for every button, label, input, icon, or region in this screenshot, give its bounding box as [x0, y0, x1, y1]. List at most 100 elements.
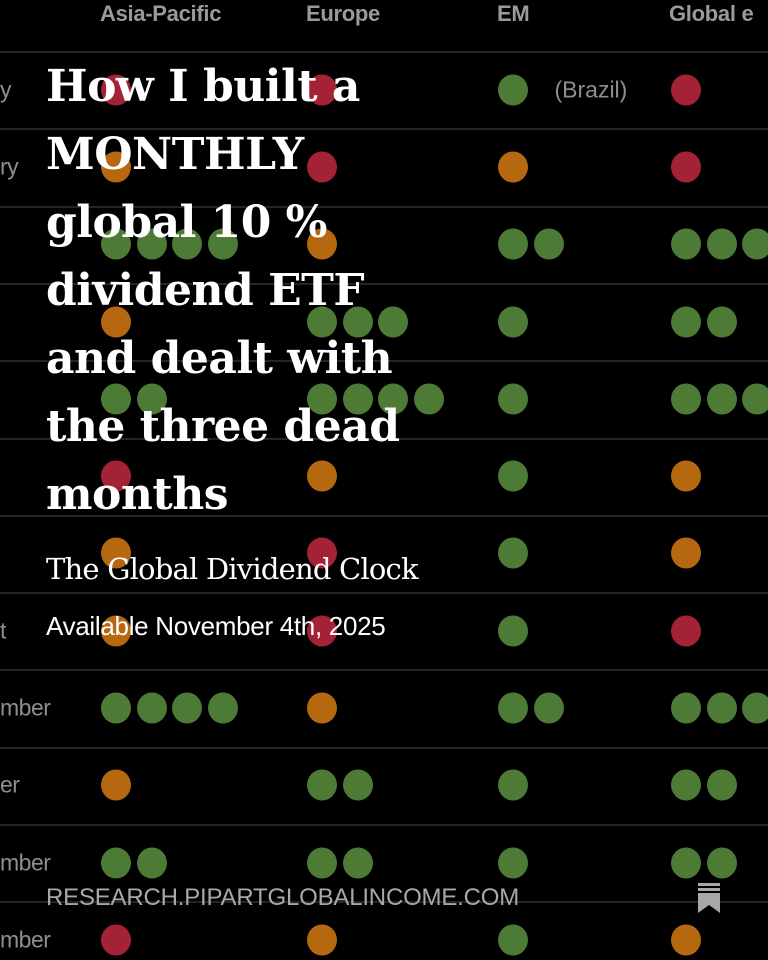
dividend-dot-green: [706, 692, 737, 724]
dividend-dot-orange: [498, 151, 528, 183]
row-divider: [0, 128, 768, 131]
dividend-dot-green: [101, 847, 131, 879]
month-label: mber: [0, 849, 51, 876]
dividend-dot-green: [671, 692, 701, 724]
dividend-dot-orange: [307, 460, 337, 492]
dividend-dot-green: [342, 306, 373, 338]
dividend-dot-green: [671, 847, 701, 879]
month-label: t: [0, 617, 6, 644]
month-label: ry: [0, 153, 19, 180]
dividend-dot-green: [136, 847, 167, 879]
dividend-dot-orange: [671, 537, 701, 569]
dividend-dot-red: [671, 615, 701, 647]
dividend-dot-green: [172, 228, 202, 260]
dividend-dot-orange: [307, 228, 337, 260]
month-label: mber: [0, 926, 51, 953]
dividend-dot-red: [671, 74, 701, 106]
footer-url: RESEARCH.PIPARTGLOBALINCOME.COM: [46, 884, 520, 911]
dividend-dot-red: [307, 537, 337, 569]
dividend-dot-green: [307, 306, 337, 338]
dividend-dot-green: [533, 228, 564, 260]
dividend-dot-green: [498, 847, 528, 879]
month-label: y: [0, 76, 12, 103]
dividend-dot-orange: [307, 924, 337, 956]
dividend-dot-green: [706, 847, 737, 879]
row-divider: [0, 282, 768, 285]
dividend-dot-orange: [101, 151, 131, 183]
dividend-dot-green: [498, 228, 528, 260]
dividend-dot-green: [207, 692, 238, 724]
dividend-dot-green: [498, 692, 528, 724]
dividend-dot-red: [101, 924, 131, 956]
dividend-dot-orange: [101, 769, 131, 801]
dividend-dot-orange: [307, 692, 337, 724]
title-line: the three dead: [46, 401, 400, 452]
dividend-dot-green: [498, 460, 528, 492]
dividend-dot-red: [307, 74, 337, 106]
row-divider: [0, 901, 768, 904]
dividend-dot-green: [671, 306, 701, 338]
dividend-dot-orange: [671, 460, 701, 492]
dividend-dot-green: [498, 615, 528, 647]
dividend-dot-green: [307, 383, 337, 415]
row-divider: [0, 514, 768, 517]
dividend-dot-green: [378, 383, 408, 415]
row-divider: [0, 205, 768, 208]
dividend-dot-green: [706, 383, 737, 415]
title-line: dividend ETF: [46, 265, 365, 316]
dividend-dot-green: [498, 383, 528, 415]
cover-title: How I built a MONTHLY global 10 % divide…: [46, 53, 400, 529]
dividend-dot-orange: [101, 537, 131, 569]
dividend-dot-orange: [101, 306, 131, 338]
column-header-global: Global e: [669, 1, 754, 26]
dividend-dot-red: [101, 460, 131, 492]
dividend-dot-green: [307, 769, 337, 801]
cell-note: (Brazil): [554, 76, 628, 103]
dividend-dot-green: [671, 383, 701, 415]
dividend-dot-green: [742, 383, 768, 415]
dividend-dot-green: [742, 228, 768, 260]
dividend-dot-green: [533, 692, 564, 724]
dividend-dot-green: [706, 769, 737, 801]
dividend-dot-green: [342, 383, 373, 415]
dividend-dot-green: [498, 74, 528, 106]
dividend-dot-green: [378, 306, 408, 338]
dividend-dot-green: [101, 692, 131, 724]
title-line: global 10 %: [46, 197, 328, 248]
dividend-dot-green: [498, 537, 528, 569]
title-line: months: [46, 469, 228, 520]
column-header-europe: Europe: [306, 1, 380, 26]
dividend-dot-green: [498, 924, 528, 956]
dividend-dot-green: [207, 228, 238, 260]
row-divider: [0, 437, 768, 440]
title-line: MONTHLY: [46, 129, 304, 180]
dividend-dot-green: [671, 228, 701, 260]
dividend-dot-green: [706, 228, 737, 260]
row-divider: [0, 592, 768, 595]
dividend-dot-orange: [101, 615, 131, 647]
dividend-dot-green: [671, 769, 701, 801]
dividend-dot-green: [307, 847, 337, 879]
title-line: How I built a: [46, 61, 360, 112]
dividend-dot-green: [413, 383, 444, 415]
column-header-asia-pacific: Asia-Pacific: [100, 1, 222, 26]
dividend-dot-green: [342, 769, 373, 801]
row-divider: [0, 360, 768, 363]
dividend-dot-green: [498, 769, 528, 801]
row-divider: [0, 824, 768, 826]
bookmark-icon[interactable]: [697, 883, 721, 913]
month-label: mber: [0, 694, 51, 721]
dividend-dot-orange: [671, 924, 701, 956]
dividend-dot-green: [342, 847, 373, 879]
column-header-em: EM: [497, 1, 530, 26]
dividend-dot-green: [498, 306, 528, 338]
title-line: and dealt with: [46, 333, 393, 384]
dividend-dot-red: [307, 615, 337, 647]
cover-subtitle: The Global Dividend Clock: [46, 552, 419, 586]
dividend-dot-green: [706, 306, 737, 338]
dividend-dot-green: [136, 692, 167, 724]
dividend-dot-red: [671, 151, 701, 183]
row-divider: [0, 51, 768, 53]
dividend-dot-green: [101, 228, 131, 260]
